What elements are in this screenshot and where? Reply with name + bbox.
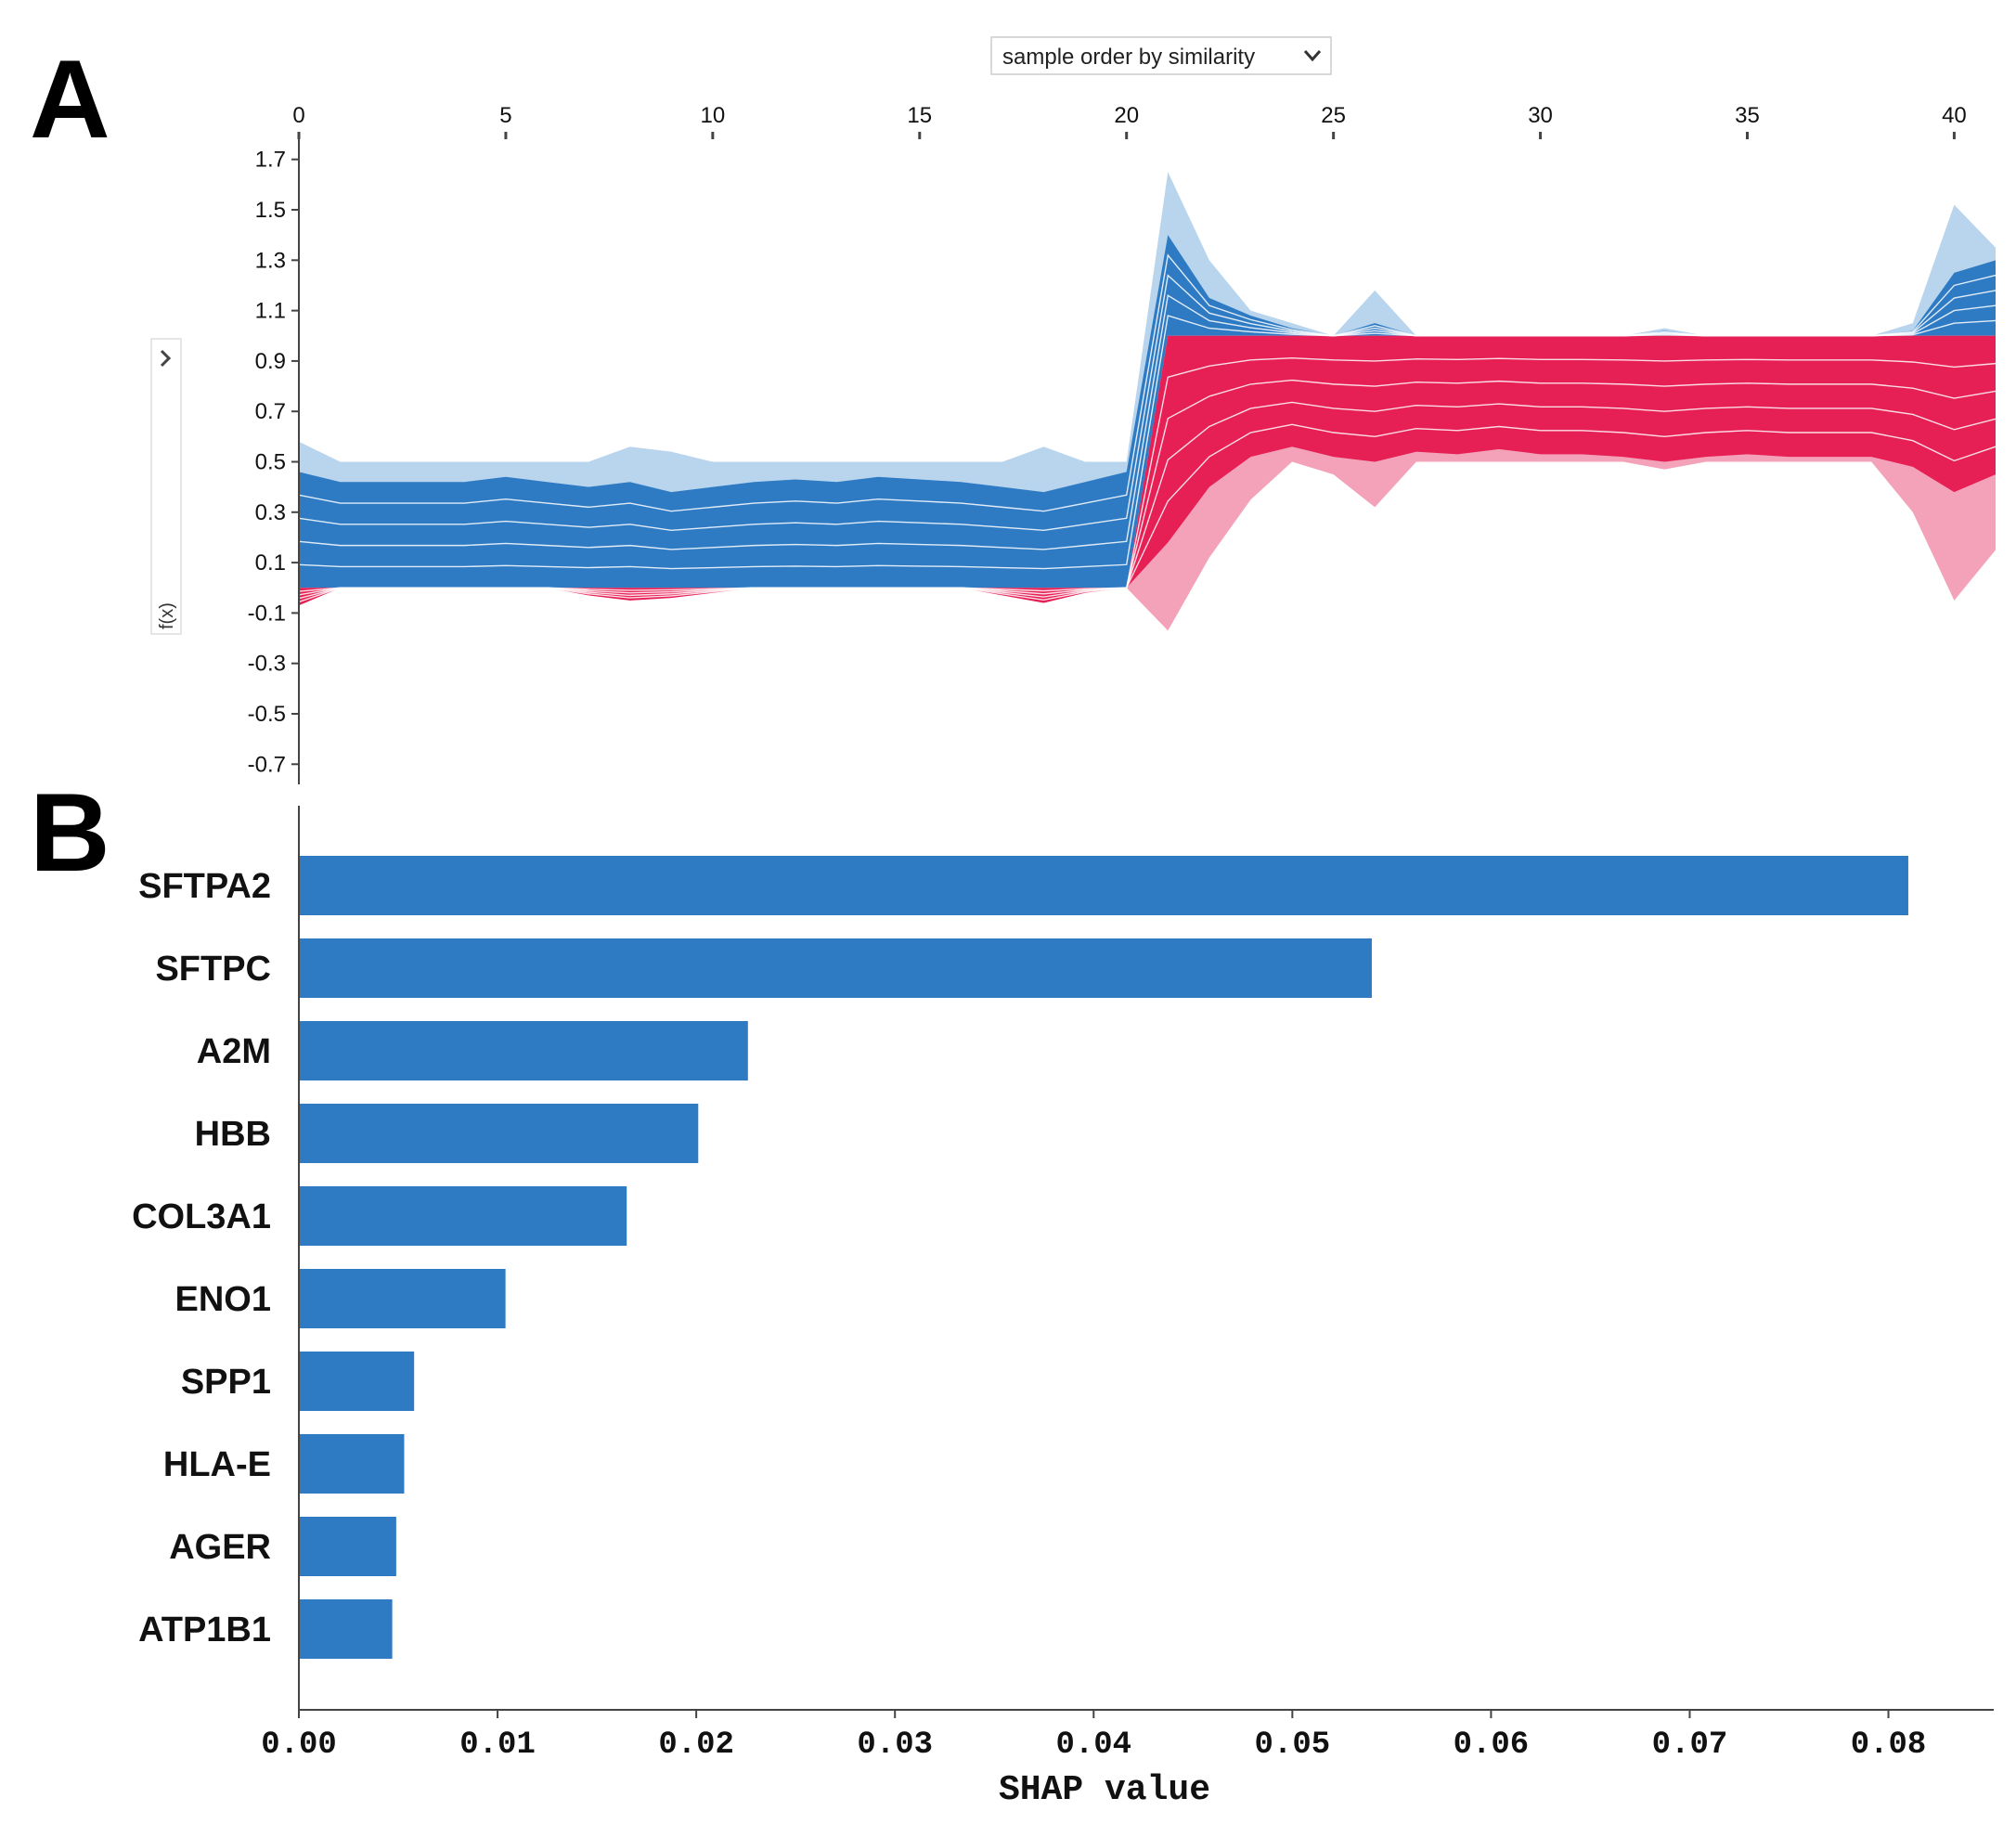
bar-ager xyxy=(299,1517,396,1576)
sample-order-select[interactable]: sample order by similarity xyxy=(990,36,1332,75)
shap-x-tick-label: 0.07 xyxy=(1652,1727,1728,1763)
shap-x-tick-label: 0.06 xyxy=(1454,1727,1530,1763)
bar-sftpa2 xyxy=(299,856,1908,915)
gene-label-hla-e: HLA-E xyxy=(163,1445,271,1484)
y-tick-label: -0.5 xyxy=(248,702,286,727)
gene-label-a2m: A2M xyxy=(197,1032,271,1071)
shap-x-axis-label: SHAP value xyxy=(999,1770,1210,1810)
shap-x-tick-label: 0.01 xyxy=(459,1727,536,1763)
force-plot-y-ticks: 1.7 1.5 1.3 1.1 0.9 0.7 0.5 0.3 0.1 -0.1 -0.3 -0.5 -… xyxy=(248,148,299,777)
bar-atp1b1 xyxy=(299,1599,393,1659)
shap-x-tick-label: 0.05 xyxy=(1255,1727,1331,1763)
shap-bars xyxy=(299,856,1908,1659)
x-tick-label: 40 xyxy=(1942,103,1967,128)
x-tick-label: 15 xyxy=(907,103,932,128)
bar-col3a1 xyxy=(299,1186,627,1246)
x-tick-label: 35 xyxy=(1735,103,1760,128)
gene-label-spp1: SPP1 xyxy=(181,1363,271,1402)
bar-hbb xyxy=(299,1104,699,1163)
chevron-down-icon xyxy=(1303,50,1322,62)
y-tick-label: 0.1 xyxy=(255,550,286,576)
chevron-right-icon[interactable] xyxy=(160,349,172,368)
gene-label-eno1: ENO1 xyxy=(175,1280,271,1319)
y-tick-label: 1.7 xyxy=(255,148,286,173)
contribution-line-red-2 xyxy=(298,379,1997,596)
bar-eno1 xyxy=(299,1269,506,1328)
bar-sftpc xyxy=(299,938,1372,998)
panel-label-b: B xyxy=(30,770,110,895)
y-tick-label: -0.3 xyxy=(248,652,286,677)
shap-bar-chart: SFTPA2 SFTPC A2M HBB COL3A1 ENO1 SPP1 HLA-E AGER… xyxy=(132,806,1994,1810)
x-tick-label: 5 xyxy=(499,103,511,128)
fx-axis-control-box[interactable] xyxy=(150,338,182,635)
gene-label-atp1b1: ATP1B1 xyxy=(138,1611,271,1649)
shap-x-tick-label: 0.04 xyxy=(1055,1727,1131,1763)
shap-x-tick-label: 0.08 xyxy=(1851,1727,1927,1763)
fx-label: f(x) xyxy=(157,602,177,629)
y-tick-label: 0.5 xyxy=(255,450,286,475)
x-tick-label: 30 xyxy=(1528,103,1553,128)
gene-label-hbb: HBB xyxy=(195,1115,271,1154)
area-red-dark xyxy=(299,335,1996,606)
shap-x-tick-label: 0.00 xyxy=(261,1727,337,1763)
x-tick-label: 25 xyxy=(1321,103,1346,128)
y-tick-label: -0.7 xyxy=(248,752,286,777)
shap-gene-labels: SFTPA2 SFTPC A2M HBB COL3A1 ENO1 SPP1 HLA-E AGER… xyxy=(132,867,271,1649)
y-tick-label: 1.3 xyxy=(255,248,286,273)
shap-x-tick-label: 0.02 xyxy=(658,1727,734,1763)
force-plot-x-ticks: 0 5 10 15 20 25 30 35 40 xyxy=(292,103,1967,139)
x-tick-label: 20 xyxy=(1114,103,1139,128)
x-tick-label: 0 xyxy=(292,103,304,128)
bar-hla-e xyxy=(299,1434,405,1494)
gene-label-col3a1: COL3A1 xyxy=(132,1197,271,1236)
x-tick-label: 10 xyxy=(701,103,726,128)
contribution-line-red-0 xyxy=(298,423,1997,603)
contribution-line-red-3 xyxy=(298,356,1997,592)
shap-x-tick-label: 0.03 xyxy=(857,1727,933,1763)
y-tick-label: 0.3 xyxy=(255,500,286,525)
area-blue-dark xyxy=(299,235,1996,589)
force-plot-areas xyxy=(299,172,1996,631)
panel-label-a: A xyxy=(30,37,110,162)
y-tick-label: 0.7 xyxy=(255,399,286,424)
y-tick-label: 1.5 xyxy=(255,198,286,223)
contribution-line-blue-3 xyxy=(298,253,1997,512)
contribution-line-red-1 xyxy=(298,401,1997,600)
fx-axis-control[interactable]: f(x) xyxy=(150,338,182,635)
shap-x-ticks: 0.00 0.01 0.02 0.03 0.04 0.05 0.06 0.07 0.08 xyxy=(261,1710,1926,1763)
sample-order-select-box[interactable] xyxy=(990,36,1332,75)
bar-spp1 xyxy=(299,1352,415,1411)
force-plot-lines xyxy=(298,253,1997,603)
gene-label-sftpc: SFTPC xyxy=(155,950,271,989)
gene-label-ager: AGER xyxy=(169,1528,271,1567)
y-tick-label: 0.9 xyxy=(255,349,286,374)
bar-a2m xyxy=(299,1021,748,1080)
sample-order-select-label: sample order by similarity xyxy=(1002,45,1255,70)
y-tick-label: -0.1 xyxy=(248,601,286,626)
gene-label-sftpa2: SFTPA2 xyxy=(138,867,271,906)
y-tick-label: 1.1 xyxy=(255,299,286,324)
force-plot-chart: 1.7 1.5 1.3 1.1 0.9 0.7 0.5 0.3 0.1 -0.1 -0.3 -0.5 -… xyxy=(248,103,1997,784)
